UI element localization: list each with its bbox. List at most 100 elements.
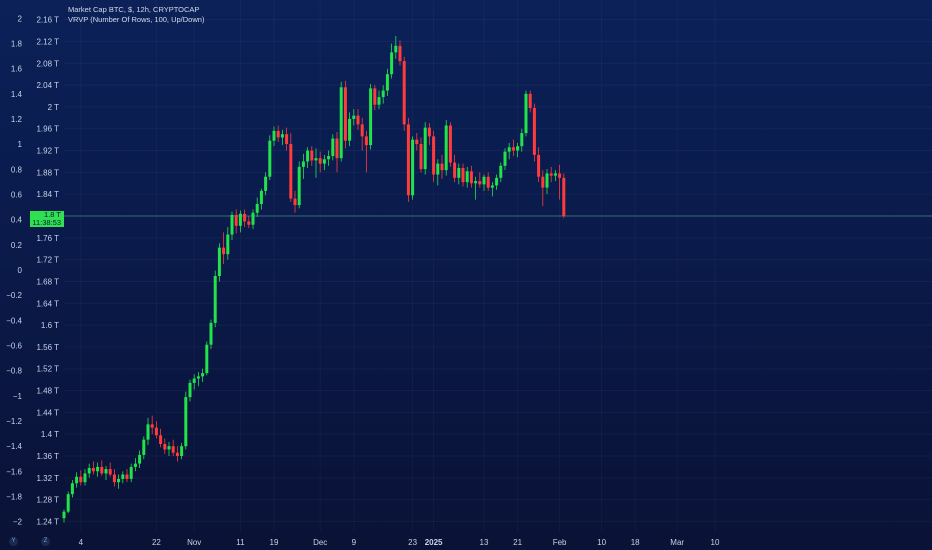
price-axis-tick-label: 2.16 T bbox=[36, 16, 59, 25]
candle-body bbox=[482, 176, 486, 185]
left-axis-tick-label: −1.6 bbox=[6, 467, 22, 476]
price-axis-tick-label: 1.28 T bbox=[36, 496, 59, 505]
candle-body bbox=[272, 130, 276, 141]
candle-body bbox=[419, 144, 423, 170]
candle-body bbox=[377, 97, 381, 105]
candle-body bbox=[423, 127, 427, 170]
candle-body bbox=[201, 373, 205, 377]
candle-body bbox=[96, 466, 100, 472]
candle-body bbox=[297, 166, 301, 206]
candle-body bbox=[138, 454, 142, 464]
candle-body bbox=[125, 474, 129, 479]
candle-body bbox=[280, 134, 284, 138]
candle-body bbox=[205, 344, 209, 374]
symbol-title[interactable]: Market Cap BTC, $, 12h, CRYPTOCAP bbox=[68, 5, 200, 14]
x-axis-tick-label: 23 bbox=[408, 538, 417, 547]
candle-body bbox=[314, 158, 318, 161]
candle-body bbox=[213, 276, 217, 323]
price-axis-tick-label: 2.04 T bbox=[36, 81, 59, 90]
candle-body bbox=[545, 173, 549, 188]
candle-body bbox=[432, 136, 436, 175]
x-axis-tick-label: 2025 bbox=[425, 538, 443, 547]
candle-body bbox=[520, 133, 524, 147]
price-axis-tick-label: 1.64 T bbox=[36, 299, 59, 308]
candle-body bbox=[448, 125, 452, 163]
left-axis-tick-label: 1 bbox=[18, 140, 23, 149]
candle-body bbox=[495, 177, 499, 186]
candle-body bbox=[150, 424, 154, 428]
candle-body bbox=[301, 161, 305, 167]
candle-body bbox=[104, 469, 108, 474]
candle-body bbox=[339, 87, 343, 159]
price-axis-tick-label: 1.92 T bbox=[36, 147, 59, 156]
candle-body bbox=[117, 478, 121, 483]
candle-body bbox=[188, 382, 192, 398]
candle-body bbox=[108, 469, 112, 475]
x-axis-tick-label: Feb bbox=[553, 538, 567, 547]
price-axis-tick-label: 1.36 T bbox=[36, 452, 59, 461]
candle-body bbox=[171, 446, 175, 453]
price-axis-tick-label: 2.08 T bbox=[36, 59, 59, 68]
candle-body bbox=[444, 125, 448, 171]
candle-body bbox=[415, 139, 419, 144]
price-axis-tick-label: 1.48 T bbox=[36, 387, 59, 396]
candle-body bbox=[490, 185, 494, 188]
candle-body bbox=[159, 435, 163, 444]
candle-body bbox=[234, 214, 238, 226]
candle-body bbox=[394, 45, 398, 53]
candle-body bbox=[373, 88, 377, 105]
price-axis-tick-label: 1.88 T bbox=[36, 168, 59, 177]
candle-body bbox=[251, 212, 255, 225]
price-axis-tick-label: 1.24 T bbox=[36, 517, 59, 526]
candle-body bbox=[457, 168, 461, 178]
candle-body bbox=[558, 173, 562, 178]
candle-body bbox=[79, 476, 83, 483]
zoom-toggle-button[interactable]: Z bbox=[41, 537, 50, 546]
candle-body bbox=[276, 130, 280, 138]
candle-body bbox=[390, 52, 394, 75]
price-axis-tick-label: 1.52 T bbox=[36, 365, 59, 374]
candle-body bbox=[562, 177, 566, 216]
candle-body bbox=[196, 376, 200, 379]
candle-body bbox=[524, 93, 528, 134]
x-axis-tick-label: Nov bbox=[187, 538, 201, 547]
left-axis-tick-label: 0.8 bbox=[11, 165, 23, 174]
y-axis-toggle-button[interactable]: Y bbox=[9, 537, 18, 546]
candle-body bbox=[66, 494, 70, 512]
candle-body bbox=[427, 127, 431, 137]
x-axis-tick-label: Mar bbox=[670, 538, 684, 547]
price-axis-tick-label: 1.56 T bbox=[36, 343, 59, 352]
chart-legend: Market Cap BTC, $, 12h, CRYPTOCAP VRVP (… bbox=[68, 5, 204, 25]
candle-body bbox=[516, 146, 520, 151]
candle-body bbox=[541, 176, 545, 188]
candle-body bbox=[310, 150, 314, 161]
candle-body bbox=[398, 45, 402, 62]
candle-body bbox=[289, 144, 293, 199]
candle-body bbox=[436, 163, 440, 175]
price-axis-tick-label: 1.68 T bbox=[36, 277, 59, 286]
candle-body bbox=[306, 150, 310, 162]
candle-body bbox=[121, 474, 125, 479]
candle-body bbox=[469, 171, 473, 184]
candle-body bbox=[184, 397, 188, 447]
price-axis-tick-label: 1.4 T bbox=[41, 430, 59, 439]
candle-body bbox=[285, 134, 289, 144]
left-axis-tick-label: −0.2 bbox=[6, 291, 22, 300]
candle-body bbox=[133, 463, 137, 467]
candle-body bbox=[192, 378, 196, 383]
x-axis-tick-label: 11 bbox=[236, 538, 245, 547]
left-axis-tick-label: −0.6 bbox=[6, 342, 22, 351]
candle-body bbox=[465, 171, 469, 183]
left-axis-tick-label: −2 bbox=[13, 518, 23, 527]
left-axis-tick-label: −1.4 bbox=[6, 442, 22, 451]
candle-body bbox=[453, 162, 457, 178]
candle-body bbox=[100, 466, 104, 474]
x-axis-tick-label: 10 bbox=[597, 538, 606, 547]
indicator-title[interactable]: VRVP (Number Of Rows, 100, Up/Down) bbox=[68, 15, 205, 24]
candle-body bbox=[264, 176, 268, 191]
candle-body bbox=[112, 474, 116, 483]
price-axis-tick-label: 2.12 T bbox=[36, 37, 59, 46]
candle-body bbox=[343, 87, 347, 141]
candle-body bbox=[553, 173, 557, 176]
